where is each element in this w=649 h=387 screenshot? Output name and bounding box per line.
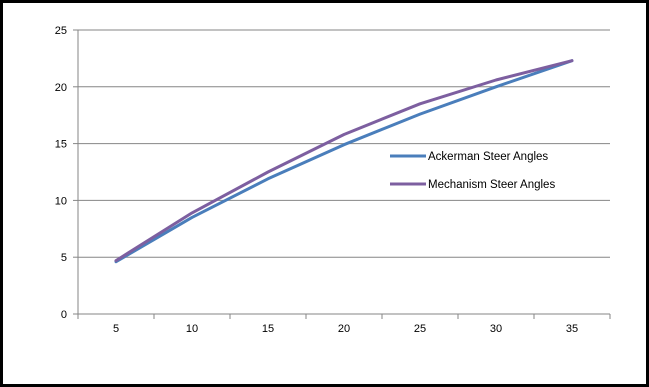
- x-tick-label: 25: [414, 323, 426, 335]
- x-tick-label: 30: [490, 323, 502, 335]
- series-line-2: [114, 59, 574, 263]
- axes: [73, 29, 611, 319]
- legend-label: Ackerman Steer Angles: [428, 151, 548, 163]
- y-tick-label: 25: [55, 25, 67, 37]
- x-tick-label: 10: [186, 323, 198, 335]
- series-line-1: [114, 59, 574, 264]
- chart: 0 5 10 15 20 25 5 10 15 20 25 30 35 Ackerman Steer …: [55, 25, 611, 335]
- y-tick-label: 0: [61, 309, 67, 321]
- x-tick-label: 35: [566, 323, 578, 335]
- x-tick-label: 20: [338, 323, 350, 335]
- y-tick-label: 20: [55, 82, 67, 94]
- x-tick-label: 5: [113, 323, 119, 335]
- y-tick-label: 10: [55, 195, 67, 207]
- y-tick-label: 5: [61, 252, 67, 264]
- gridlines: [78, 29, 610, 258]
- x-tick-labels: 5 10 15 20 25 30 35: [113, 323, 578, 335]
- series-lines: [114, 59, 574, 264]
- y-tick-label: 15: [55, 139, 67, 151]
- legend-label: Mechanism Steer Angles: [428, 179, 555, 191]
- y-tick-labels: 0 5 10 15 20 25: [55, 25, 67, 321]
- x-tick-label: 15: [262, 323, 274, 335]
- legend: Ackerman Steer Angles Mechanism Steer Ang…: [390, 151, 555, 191]
